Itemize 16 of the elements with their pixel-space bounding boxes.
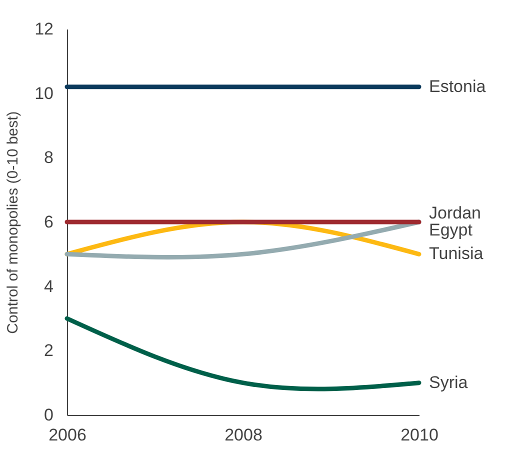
series-label: Estonia (429, 76, 486, 96)
y-tick-label: 0 (44, 406, 54, 424)
y-tick-label: 6 (44, 212, 54, 232)
x-tick-label: 2008 (224, 426, 262, 444)
y-tick-label: 12 (34, 20, 54, 38)
series-label: Jordan (429, 204, 481, 222)
y-tick-label: 4 (44, 276, 54, 296)
y-axis-title: Control of monopolies (0-10 best) (4, 111, 22, 334)
x-tick-label: 2010 (400, 426, 438, 444)
series-label: Syria (429, 372, 468, 392)
series-label: Tunisia (429, 244, 484, 264)
y-tick-label: 8 (44, 148, 54, 168)
y-tick-label: 10 (34, 84, 54, 103)
series-label: Egypt (429, 220, 473, 240)
x-tick-label: 2006 (48, 426, 86, 444)
y-tick-label: 2 (44, 341, 54, 360)
